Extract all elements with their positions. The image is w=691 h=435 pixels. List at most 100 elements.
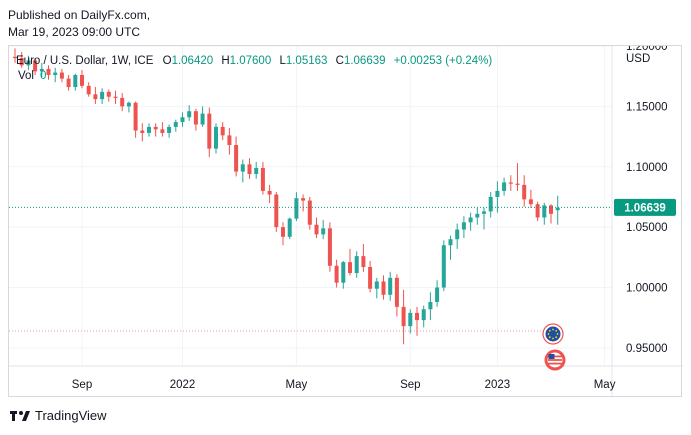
candle-body bbox=[193, 111, 198, 125]
candle bbox=[126, 101, 131, 113]
vol-label: Vol bbox=[18, 70, 34, 82]
candle bbox=[267, 184, 272, 203]
candle-body bbox=[247, 164, 252, 174]
candle bbox=[187, 105, 192, 121]
candle-body bbox=[260, 167, 265, 191]
candle bbox=[528, 189, 533, 208]
candle bbox=[254, 161, 259, 179]
last-price-tag: 1.06639 bbox=[614, 198, 676, 216]
time-tick-label: May bbox=[594, 379, 616, 391]
candle bbox=[394, 274, 399, 317]
candle-body bbox=[468, 217, 473, 223]
candle bbox=[508, 175, 513, 191]
us-flag-icon[interactable] bbox=[544, 349, 566, 371]
candle bbox=[361, 244, 366, 272]
time-tick-label: Sep bbox=[400, 379, 420, 391]
candle bbox=[515, 163, 520, 191]
candle-body bbox=[86, 85, 91, 95]
candle bbox=[502, 177, 507, 196]
candle-body bbox=[535, 204, 540, 218]
candle-body bbox=[327, 228, 332, 266]
candle bbox=[140, 123, 145, 142]
candle-body bbox=[53, 72, 58, 75]
legend-o-value: 1.06420 bbox=[172, 55, 214, 67]
legend-line: Euro / U.S. Dollar, 1W, ICE O1.06420 H1.… bbox=[16, 55, 492, 67]
candle bbox=[39, 62, 44, 78]
price-tick-label: 1.15000 bbox=[626, 101, 668, 113]
candle-body bbox=[187, 111, 192, 118]
legend-c-label: C bbox=[336, 55, 344, 67]
candle bbox=[281, 222, 285, 246]
candle bbox=[33, 58, 38, 75]
candle-body bbox=[461, 222, 466, 230]
candle-body bbox=[39, 68, 44, 72]
legend-symbol: Euro / U.S. Dollar, 1W, ICE bbox=[16, 55, 154, 67]
candle-body bbox=[549, 205, 553, 214]
candle bbox=[334, 259, 339, 288]
candle bbox=[482, 207, 486, 230]
legend-c-value: 1.06639 bbox=[344, 55, 386, 67]
candle-body bbox=[515, 183, 520, 185]
candle-body bbox=[475, 213, 480, 218]
candle bbox=[354, 251, 359, 278]
candle bbox=[542, 202, 547, 225]
candle-body bbox=[482, 211, 486, 214]
tradingview-logo-icon bbox=[10, 410, 30, 421]
candle bbox=[488, 192, 493, 218]
candle-body bbox=[167, 126, 172, 133]
candle bbox=[167, 124, 172, 138]
candle bbox=[468, 212, 473, 231]
candle-body bbox=[73, 74, 78, 88]
time-tick-label: Sep bbox=[72, 379, 92, 391]
candle bbox=[193, 108, 198, 131]
candle-body bbox=[147, 126, 151, 133]
candle bbox=[535, 201, 540, 222]
candle-body bbox=[26, 60, 31, 66]
candle-body bbox=[173, 122, 178, 127]
candle-body bbox=[13, 56, 17, 59]
candle bbox=[207, 107, 212, 158]
price-tick-label: 1.00000 bbox=[626, 283, 668, 295]
candle-body bbox=[455, 229, 460, 240]
candle-body bbox=[522, 184, 527, 200]
candle bbox=[260, 161, 265, 195]
candle-body bbox=[368, 266, 373, 289]
candle bbox=[53, 67, 58, 83]
candle bbox=[314, 217, 319, 238]
candle-body bbox=[133, 102, 138, 131]
chart-panel[interactable]: Euro / U.S. Dollar, 1W, ICE O1.06420 H1.… bbox=[8, 41, 683, 398]
candle bbox=[522, 175, 527, 207]
candle bbox=[421, 305, 426, 328]
candle-body bbox=[321, 228, 326, 235]
candle bbox=[220, 122, 225, 141]
candle bbox=[113, 90, 118, 104]
candle-body bbox=[160, 129, 165, 133]
candle bbox=[301, 194, 306, 212]
candle bbox=[227, 128, 232, 155]
candle bbox=[247, 158, 252, 179]
candle-body bbox=[301, 198, 306, 201]
candle-body bbox=[428, 302, 433, 310]
price-axis[interactable]: 1.20000 1.15000 1.10000 1.05000 1.00000 0.950… bbox=[626, 41, 668, 355]
candle bbox=[461, 216, 466, 238]
footer[interactable]: TradingView bbox=[10, 408, 107, 423]
candle-body bbox=[528, 199, 533, 205]
candle-body bbox=[401, 306, 406, 327]
candle bbox=[147, 123, 151, 137]
candle bbox=[341, 260, 346, 289]
price-tick-label: 0.95000 bbox=[626, 343, 668, 355]
candle bbox=[19, 52, 24, 68]
candle bbox=[287, 217, 292, 240]
eu-flag-icon[interactable] bbox=[542, 323, 564, 345]
candle-body bbox=[334, 265, 339, 283]
candle-body bbox=[394, 277, 399, 307]
tradingview-brand[interactable]: TradingView bbox=[35, 408, 107, 423]
candle-body bbox=[448, 239, 453, 246]
time-axis[interactable]: Sep 2022 May Sep 2023 May bbox=[72, 379, 616, 391]
chart-svg[interactable]: Euro / U.S. Dollar, 1W, ICE O1.06420 H1.… bbox=[9, 41, 683, 398]
candle-body bbox=[100, 91, 105, 100]
candle-body bbox=[140, 130, 145, 133]
candle bbox=[46, 65, 51, 80]
candle-body bbox=[254, 167, 259, 174]
candle-body bbox=[267, 190, 272, 195]
